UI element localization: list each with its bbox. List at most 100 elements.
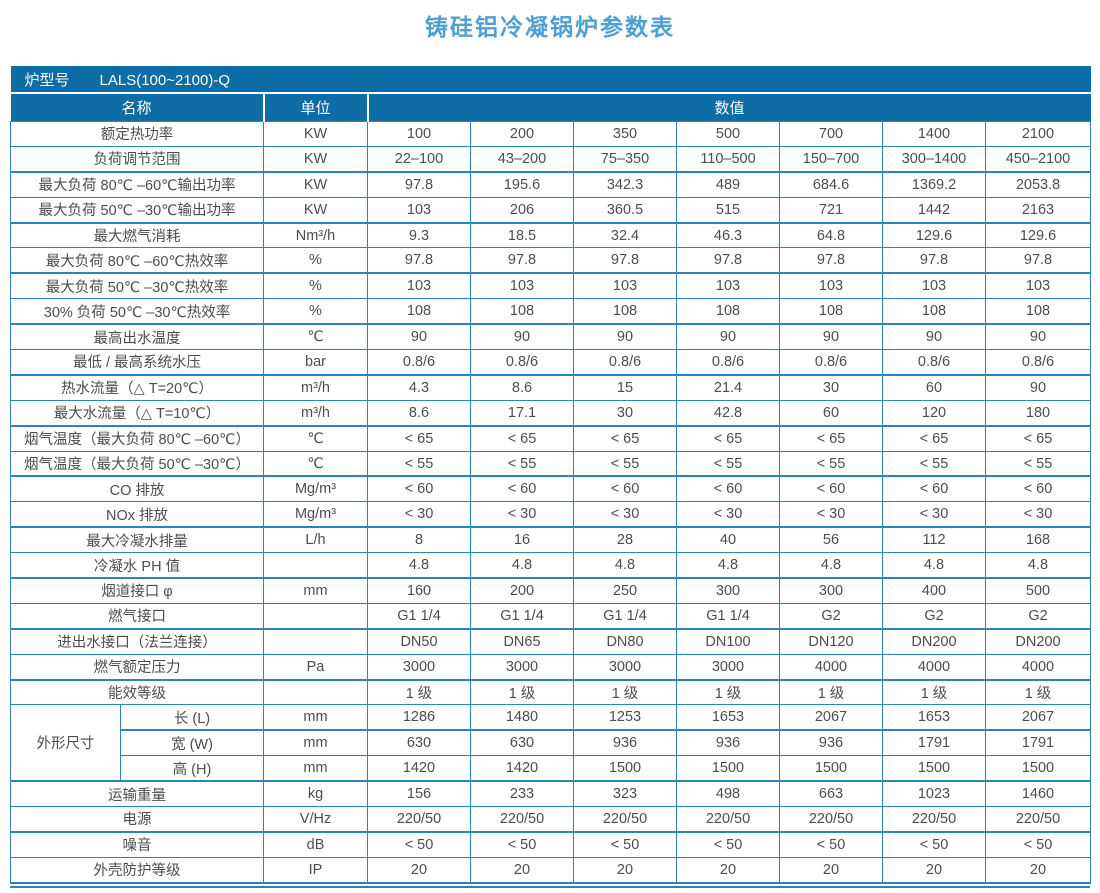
row-value: 4000	[779, 653, 883, 681]
row-value: 936	[779, 729, 883, 757]
row-value: 64.8	[779, 222, 883, 249]
row-value: 60	[882, 374, 986, 401]
row-value: 103	[573, 272, 677, 300]
row-value: < 65	[882, 425, 986, 452]
row-value: 4.8	[470, 552, 574, 580]
row-value: < 65	[470, 425, 574, 452]
row-value: 500	[985, 577, 1091, 604]
row-value: G2	[779, 602, 883, 630]
table-row: 高 (H) mm 1420 1420 1500 1500 1500 1500 1500	[11, 755, 1091, 783]
table-row: 负荷调节范围 KW 22–100 43–200 75–350 110–500 150–700…	[10, 145, 1091, 173]
row-value: 15	[573, 374, 677, 401]
row-value: 56	[779, 526, 883, 554]
row-value: 342.3	[573, 171, 677, 198]
row-value: < 60	[573, 475, 677, 503]
row-name: 最大水流量（△ T=10℃）	[10, 399, 264, 427]
table-row: 噪音 dB < 50 < 50 < 50 < 50 < 50 < 50 < 50	[10, 831, 1091, 858]
table-row: 进出水接口（法兰连接） DN50 DN65 DN80 DN100 DN120 DN200 DN…	[10, 628, 1091, 655]
row-name: 最大负荷 80℃ –60℃输出功率	[10, 171, 264, 198]
row-name: 最大燃气消耗	[10, 222, 264, 249]
row-value: G2	[985, 602, 1091, 630]
row-value: 3000	[470, 653, 574, 681]
row-unit: Nm³/h	[263, 222, 368, 249]
row-value: 112	[882, 526, 986, 554]
row-value: 120	[882, 399, 986, 427]
row-name: NOx 排放	[10, 501, 264, 529]
row-unit: %	[263, 298, 368, 326]
row-value: 4.8	[882, 552, 986, 580]
row-value: 103	[470, 272, 574, 300]
table-row: 最低 / 最高系统水压 bar 0.8/6 0.8/6 0.8/6 0.8/6 0.8/6 0…	[10, 349, 1091, 376]
row-value: 663	[779, 780, 883, 808]
spec-table-body: 额定热功率 KW 100 200 350 500 700 1400 2100 负荷调节范围 KW 22…	[10, 121, 1091, 884]
row-unit: ℃	[263, 450, 368, 478]
row-value: 0.8/6	[985, 349, 1091, 376]
model-label: 炉型号	[24, 71, 70, 89]
row-value: < 55	[985, 450, 1091, 478]
row-value: < 30	[985, 501, 1091, 529]
row-value: 1653	[676, 704, 780, 732]
row-unit	[263, 679, 368, 706]
row-value: 200	[470, 121, 574, 147]
row-value: 0.8/6	[779, 349, 883, 376]
row-value: 97.8	[470, 247, 574, 275]
row-value: 90	[985, 323, 1091, 351]
row-unit: KW	[263, 121, 368, 147]
row-unit: Pa	[263, 653, 368, 681]
row-value: 1460	[985, 780, 1091, 808]
row-value: 936	[676, 729, 780, 757]
row-unit	[263, 552, 368, 580]
table-bottom-rule	[10, 885, 1090, 888]
row-value: < 55	[573, 450, 677, 478]
row-name: 宽 (W)	[120, 729, 264, 757]
row-value: 40	[676, 526, 780, 554]
row-value: 129.6	[985, 222, 1091, 249]
row-unit: KW	[263, 171, 368, 198]
row-value: 108	[470, 298, 574, 326]
row-value: 168	[985, 526, 1091, 554]
row-value: 108	[882, 298, 986, 326]
column-header-row: 名称 单位 数值	[10, 92, 1091, 122]
row-value: < 30	[779, 501, 883, 529]
table-row: 最大负荷 80℃ –60℃热效率% 97.8 97.8 97.8 97.8 97.8 97.…	[10, 247, 1091, 275]
row-value: 515	[676, 196, 780, 224]
row-value: 100	[367, 121, 471, 147]
row-unit: %	[263, 247, 368, 275]
row-value: 20	[470, 856, 574, 884]
row-value: 1 级	[985, 679, 1091, 706]
row-value: DN65	[470, 628, 574, 655]
row-value: 3000	[573, 653, 677, 681]
row-value: 1500	[676, 755, 780, 783]
row-value: 90	[470, 323, 574, 351]
row-value: 489	[676, 171, 780, 198]
row-value: < 65	[985, 425, 1091, 452]
row-value: 20	[367, 856, 471, 884]
row-value: 17.1	[470, 399, 574, 427]
row-value: 16	[470, 526, 574, 554]
row-name: 最大负荷 50℃ –30℃热效率	[10, 272, 264, 300]
row-value: DN100	[676, 628, 780, 655]
row-value: < 50	[573, 831, 677, 858]
row-value: 30	[573, 399, 677, 427]
row-value: 60	[779, 399, 883, 427]
table-row: 冷凝水 PH 值 4.8 4.8 4.8 4.8 4.8 4.8 4.8	[10, 552, 1091, 580]
row-value: DN80	[573, 628, 677, 655]
table-row: 燃气接口 G1 1/4 G1 1/4 G1 1/4 G1 1/4 G2 G2 G2	[10, 602, 1091, 630]
table-row: 最大负荷 50℃ –30℃输出功率 KW 103 206 360.5 515 721 1442…	[10, 196, 1091, 224]
row-value: 2163	[985, 196, 1091, 224]
row-value: < 30	[882, 501, 986, 529]
row-name: 能效等级	[10, 679, 264, 706]
row-value: 2067	[985, 704, 1091, 732]
row-value: 200	[470, 577, 574, 604]
row-value: 300	[676, 577, 780, 604]
row-value: 1653	[882, 704, 986, 732]
row-value: 28	[573, 526, 677, 554]
row-name: 最低 / 最高系统水压	[10, 349, 264, 376]
column-header-unit: 单位	[262, 92, 368, 122]
row-value: 220/50	[470, 806, 574, 833]
row-value: DN200	[882, 628, 986, 655]
row-value: 3000	[676, 653, 780, 681]
row-value: 30	[779, 374, 883, 401]
row-value: < 50	[779, 831, 883, 858]
row-value: 250	[573, 577, 677, 604]
